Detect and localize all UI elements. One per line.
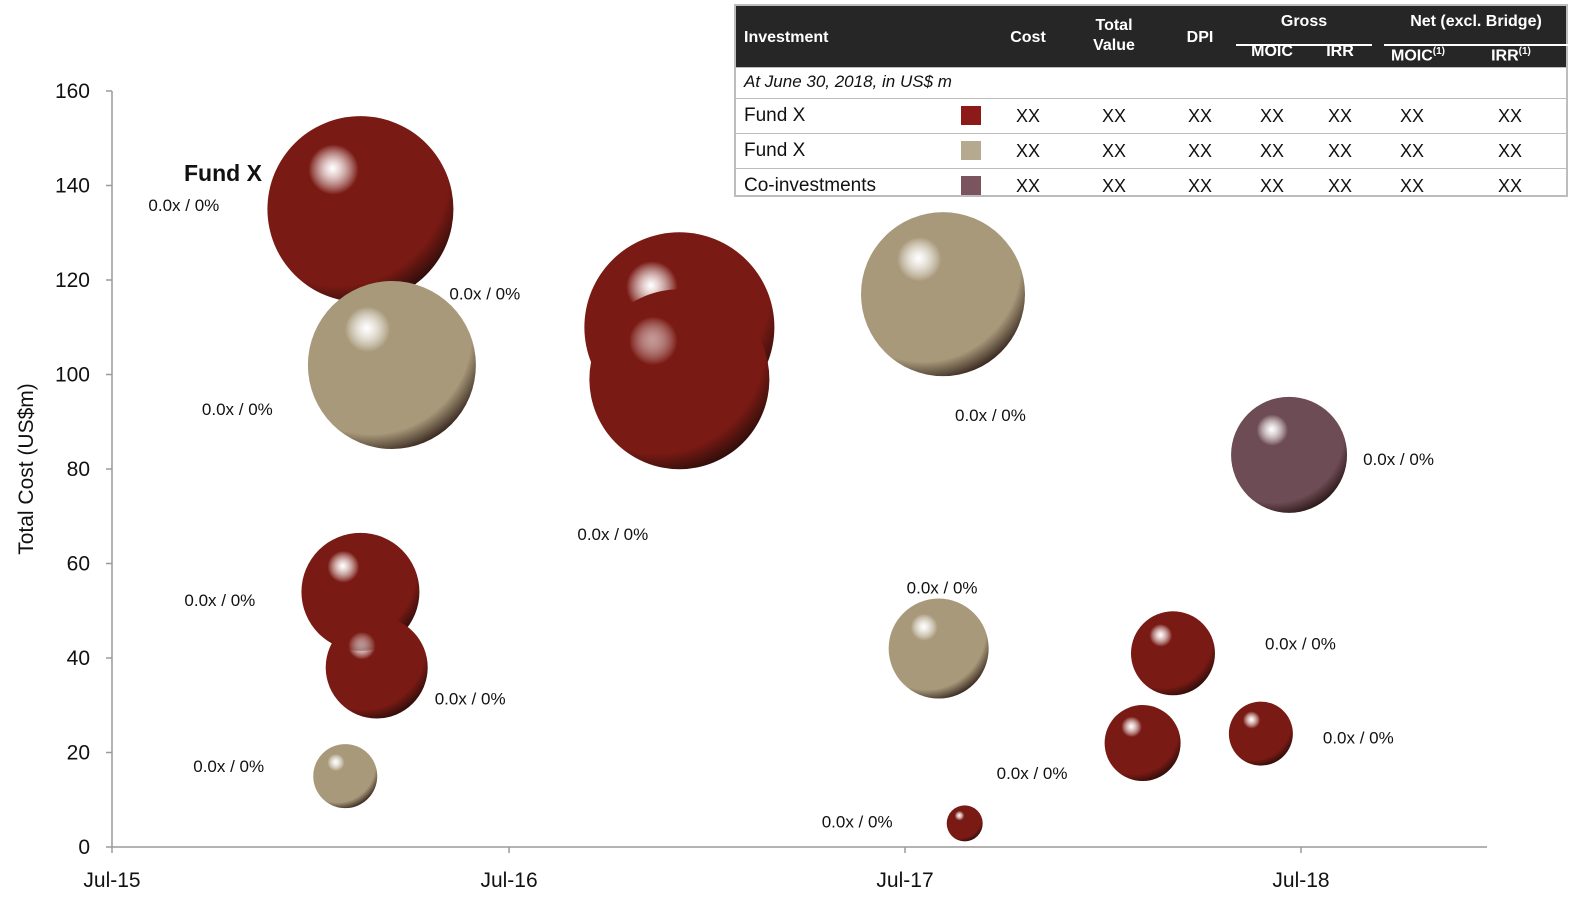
table-cell: XX <box>1399 141 1424 161</box>
table-cell: XX <box>1101 141 1126 161</box>
header-divider <box>736 67 1566 68</box>
header-gross-irr: IRR <box>1326 43 1354 60</box>
header-net-moic: MOIC(1) <box>1380 42 1456 66</box>
table-cell: XX <box>1259 141 1284 161</box>
bubble-label: 0.0x / 0% <box>148 196 219 215</box>
net-group-line <box>1384 44 1568 46</box>
table-cell: XX <box>1187 141 1212 161</box>
x-tick-label: Jul-16 <box>480 869 537 892</box>
header-investment: Investment <box>744 29 829 46</box>
table-cell: XX <box>1015 106 1040 126</box>
bubble-label: 0.0x / 0% <box>435 689 506 708</box>
bubble-label: 0.0x / 0% <box>822 812 893 831</box>
y-tick-label: 60 <box>67 553 90 576</box>
header-dpi: DPI <box>1186 29 1214 46</box>
net-moic-footnote: (1) <box>1432 46 1445 57</box>
bubble <box>325 616 428 719</box>
table-cell: XX <box>1327 141 1352 161</box>
net-irr-footnote: (1) <box>1518 46 1531 57</box>
header-gross-moic: MOIC <box>1251 43 1293 60</box>
table-cell: XX <box>1497 176 1522 196</box>
bubble-label: 0.0x / 0% <box>577 525 648 544</box>
header-gross: Gross <box>1280 13 1328 30</box>
bubble-label: 0.0x / 0% <box>1265 634 1336 653</box>
summary-table: Investment Cost Total Value DPI Gross Ne… <box>734 4 1568 197</box>
bubble <box>313 744 378 809</box>
bubble <box>946 805 983 842</box>
table-cell: XX <box>1259 106 1284 126</box>
fund-annotation: Fund X <box>184 160 263 186</box>
table-cell: XX <box>1497 141 1522 161</box>
table-cell: XX <box>1399 176 1424 196</box>
net-irr-text: IRR <box>1491 47 1519 65</box>
x-tick-label: Jul-17 <box>876 869 933 892</box>
bubble-label-layer: 0.0x / 0% 0.0x / 0% 0.0x / 0% 0.0x / 0% 0.0x… <box>148 196 1434 831</box>
legend-swatch <box>961 141 981 160</box>
bubble <box>1231 396 1348 513</box>
table-cell: XX <box>1399 106 1424 126</box>
row-name: Co-investments <box>744 175 876 196</box>
table-cell: XX <box>1101 176 1126 196</box>
bubble <box>888 598 989 699</box>
bubble <box>860 212 1025 377</box>
bubble <box>589 289 770 470</box>
y-tick-label: 40 <box>67 647 90 670</box>
table-cell: XX <box>1327 106 1352 126</box>
bubble-label: 0.0x / 0% <box>1363 450 1434 469</box>
net-moic-text: MOIC <box>1390 47 1433 65</box>
table-cell: XX <box>1497 106 1522 126</box>
bubble-label: 0.0x / 0% <box>202 400 273 419</box>
bubble-label: 0.0x / 0% <box>1323 729 1394 748</box>
table-cell: XX <box>1187 176 1212 196</box>
table-cell: XX <box>1015 176 1040 196</box>
y-tick-label: 120 <box>55 269 90 292</box>
y-tick-label: 20 <box>67 742 90 765</box>
y-tick-label: 100 <box>55 364 90 387</box>
table-cell: XX <box>1187 106 1212 126</box>
table-row: Fund X XX XX XX XX XX XX XX <box>736 133 1566 167</box>
header-cost: Cost <box>1010 29 1046 46</box>
bubble <box>1228 701 1293 766</box>
table-cell: XX <box>1101 106 1126 126</box>
bubble-layer <box>267 116 1348 842</box>
row-name: Fund X <box>744 140 806 161</box>
bubble <box>267 116 454 303</box>
x-tick-label: Jul-15 <box>83 869 140 892</box>
header-total-value: Total Value <box>1093 17 1135 54</box>
legend-swatch <box>961 106 981 125</box>
y-tick-label: 160 <box>55 80 90 103</box>
y-axis-title: Total Cost (US$m) <box>15 383 38 555</box>
bubble-label: 0.0x / 0% <box>997 764 1068 783</box>
bubble <box>307 281 476 450</box>
legend-swatch <box>961 176 981 195</box>
table-cell: XX <box>1259 176 1284 196</box>
bubble <box>1104 705 1181 782</box>
chart-axes: 0 20 40 60 80 100 120 140 160 Jul-15 Jul-16 Jul-17 J… <box>55 80 1487 892</box>
header-net: Net (excl. Bridge) <box>1410 13 1542 30</box>
table-header: Investment Cost Total Value DPI Gross Ne… <box>736 6 1568 67</box>
table-cell: XX <box>1327 176 1352 196</box>
table-cell: XX <box>1015 141 1040 161</box>
y-tick-label: 140 <box>55 175 90 198</box>
table-subtitle: At June 30, 2018, in US$ m <box>744 72 952 91</box>
x-tick-label: Jul-18 <box>1272 869 1329 892</box>
table-row: Fund X XX XX XX XX XX XX XX <box>736 98 1566 132</box>
gross-group-line <box>1236 44 1372 46</box>
row-name: Fund X <box>744 105 806 126</box>
header-net-irr: IRR(1) <box>1478 42 1544 66</box>
bubble <box>1130 611 1215 696</box>
bubble-label: 0.0x / 0% <box>449 284 520 303</box>
y-tick-label: 80 <box>67 458 90 481</box>
bubble-label: 0.0x / 0% <box>955 406 1026 425</box>
bubble-label: 0.0x / 0% <box>907 579 978 598</box>
table-row: Co-investments XX XX XX XX XX XX XX <box>736 168 1566 202</box>
bubble-label: 0.0x / 0% <box>184 591 255 610</box>
y-tick-label: 0 <box>78 836 90 859</box>
bubble-label: 0.0x / 0% <box>193 757 264 776</box>
